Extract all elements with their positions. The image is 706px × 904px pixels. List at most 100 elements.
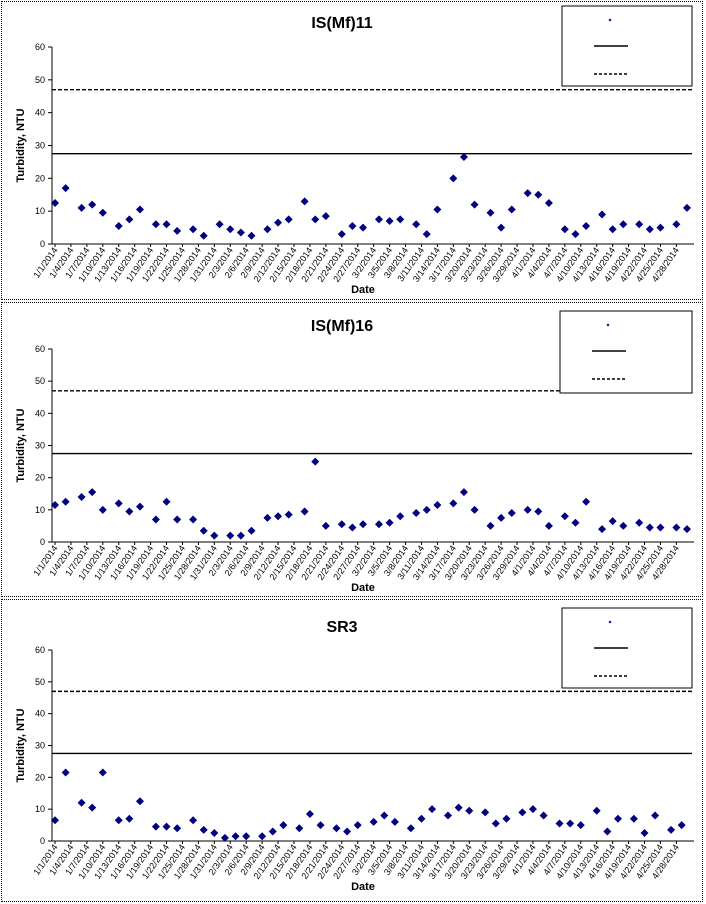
data-point bbox=[199, 825, 208, 834]
data-point bbox=[656, 223, 665, 232]
data-point bbox=[497, 223, 506, 232]
data-point bbox=[173, 824, 182, 833]
data-point bbox=[305, 809, 314, 818]
data-point bbox=[667, 825, 676, 834]
data-point bbox=[502, 814, 511, 823]
data-point bbox=[311, 457, 320, 466]
data-point bbox=[470, 200, 479, 209]
data-point bbox=[51, 816, 59, 825]
y-tick-label: 10 bbox=[35, 505, 45, 515]
data-point bbox=[412, 220, 421, 229]
data-point bbox=[449, 499, 458, 508]
x-axis-label: Date bbox=[351, 881, 375, 893]
data-point bbox=[619, 521, 628, 530]
data-point bbox=[385, 518, 394, 527]
y-axis-label: Turbidity, NTU bbox=[15, 408, 27, 482]
x-axis-label: Date bbox=[351, 284, 375, 296]
data-point bbox=[412, 509, 421, 518]
data-point bbox=[428, 805, 437, 814]
data-point bbox=[576, 821, 585, 830]
y-tick-label: 40 bbox=[35, 408, 45, 418]
data-point bbox=[242, 832, 251, 841]
y-tick-label: 0 bbox=[40, 836, 45, 846]
data-point bbox=[98, 768, 107, 777]
data-point bbox=[77, 492, 86, 501]
data-point bbox=[635, 220, 644, 229]
data-point bbox=[470, 505, 479, 514]
y-tick-label: 0 bbox=[40, 239, 45, 249]
data-point bbox=[385, 217, 394, 226]
data-point bbox=[518, 808, 527, 817]
data-point bbox=[598, 210, 607, 219]
data-point bbox=[279, 821, 288, 830]
data-point bbox=[353, 821, 362, 830]
data-point bbox=[337, 230, 346, 239]
legend-marker bbox=[606, 323, 610, 327]
data-point bbox=[173, 515, 182, 524]
chart-panel-is-mf-11: IS(Mf)11 0 10 20 30 40 50 60 Turbidity, NTU 1/1/2… bbox=[1, 1, 703, 300]
data-point bbox=[316, 821, 325, 830]
data-point bbox=[396, 215, 405, 224]
data-point bbox=[125, 507, 134, 516]
data-point bbox=[236, 531, 245, 540]
data-point bbox=[380, 811, 389, 820]
data-point bbox=[77, 798, 86, 807]
data-point bbox=[683, 203, 691, 212]
data-point bbox=[359, 223, 368, 232]
data-point bbox=[459, 488, 468, 497]
data-point bbox=[332, 824, 341, 833]
y-tick-label: 0 bbox=[40, 537, 45, 547]
data-point bbox=[603, 827, 612, 836]
data-point bbox=[544, 198, 553, 207]
data-point bbox=[51, 198, 59, 207]
data-point bbox=[645, 523, 654, 532]
data-point bbox=[560, 512, 569, 521]
data-point bbox=[114, 816, 123, 825]
data-point bbox=[560, 225, 569, 234]
data-point bbox=[51, 501, 59, 510]
data-point bbox=[162, 822, 171, 831]
data-point bbox=[348, 523, 357, 532]
data-point bbox=[199, 231, 208, 240]
y-tick-label: 20 bbox=[35, 473, 45, 483]
data-point bbox=[507, 205, 516, 214]
data-point bbox=[61, 184, 70, 193]
data-point bbox=[135, 797, 144, 806]
y-axis-label: Turbidity, NTU bbox=[15, 708, 27, 782]
data-point bbox=[88, 488, 97, 497]
data-point bbox=[189, 225, 198, 234]
data-point bbox=[465, 806, 474, 815]
y-tick-label: 30 bbox=[35, 141, 45, 151]
data-point bbox=[582, 497, 591, 506]
data-point bbox=[263, 513, 272, 522]
data-point bbox=[523, 189, 532, 198]
data-point bbox=[135, 205, 144, 214]
data-point bbox=[672, 220, 681, 229]
y-tick-label: 60 bbox=[35, 42, 45, 52]
data-point bbox=[173, 226, 182, 235]
y-tick-label: 30 bbox=[35, 441, 45, 451]
data-point bbox=[258, 832, 267, 841]
data-point bbox=[592, 806, 601, 815]
data-point bbox=[88, 803, 97, 812]
data-point bbox=[635, 518, 644, 527]
data-point bbox=[284, 510, 293, 519]
data-point bbox=[539, 811, 548, 820]
data-point bbox=[151, 822, 160, 831]
data-point bbox=[88, 200, 97, 209]
data-point bbox=[300, 197, 309, 206]
data-point bbox=[651, 811, 660, 820]
data-point bbox=[348, 221, 357, 230]
data-point bbox=[125, 814, 134, 823]
data-point bbox=[672, 523, 681, 532]
data-point bbox=[507, 509, 516, 518]
y-tick-label: 40 bbox=[35, 709, 45, 719]
y-tick-label: 50 bbox=[35, 75, 45, 85]
data-point bbox=[417, 814, 426, 823]
y-tick-label: 60 bbox=[35, 645, 45, 655]
data-point bbox=[566, 819, 575, 828]
data-point bbox=[226, 225, 235, 234]
